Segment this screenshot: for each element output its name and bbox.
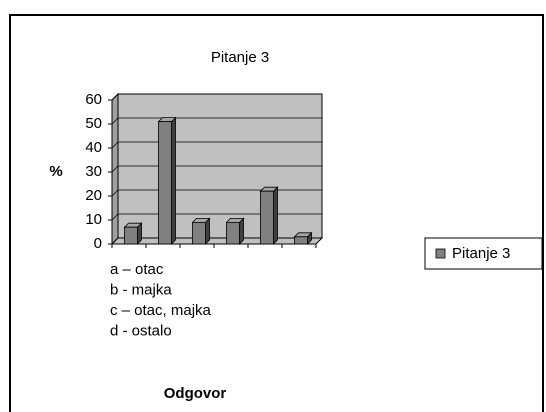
grid-line	[111, 237, 119, 245]
category-note: d - ostalo	[110, 322, 172, 339]
bar	[260, 190, 274, 245]
bar	[294, 236, 308, 245]
bar	[226, 221, 240, 245]
bar-side	[171, 116, 176, 245]
grid-line	[111, 213, 119, 221]
bar	[124, 226, 138, 245]
category-note: c – otac, majka	[110, 302, 212, 319]
y-tick-label: 50	[85, 115, 102, 132]
grid-line	[111, 165, 119, 173]
y-tick-label: 10	[85, 211, 102, 228]
grid-line	[111, 93, 119, 101]
y-tick-label: 20	[85, 187, 102, 204]
y-axis-label: %	[49, 163, 62, 180]
legend-box	[424, 237, 543, 270]
bar	[158, 121, 172, 245]
bar-side	[273, 186, 278, 245]
category-note: a – otac	[110, 261, 164, 278]
legend-label: Pitanje 3	[452, 245, 510, 262]
category-note: b - majka	[110, 281, 172, 298]
y-tick-label: 60	[85, 91, 102, 108]
y-tick-label: 40	[85, 139, 102, 156]
grid-line	[111, 189, 119, 197]
legend-swatch	[435, 248, 446, 259]
y-tick-label: 0	[94, 235, 102, 252]
grid-line	[111, 117, 119, 125]
x-axis-label: Odgovor	[164, 385, 227, 402]
y-tick-label: 30	[85, 163, 102, 180]
bar	[192, 221, 206, 245]
grid-line	[111, 141, 119, 149]
floor	[110, 237, 324, 245]
chart-title: Pitanje 3	[211, 49, 269, 66]
